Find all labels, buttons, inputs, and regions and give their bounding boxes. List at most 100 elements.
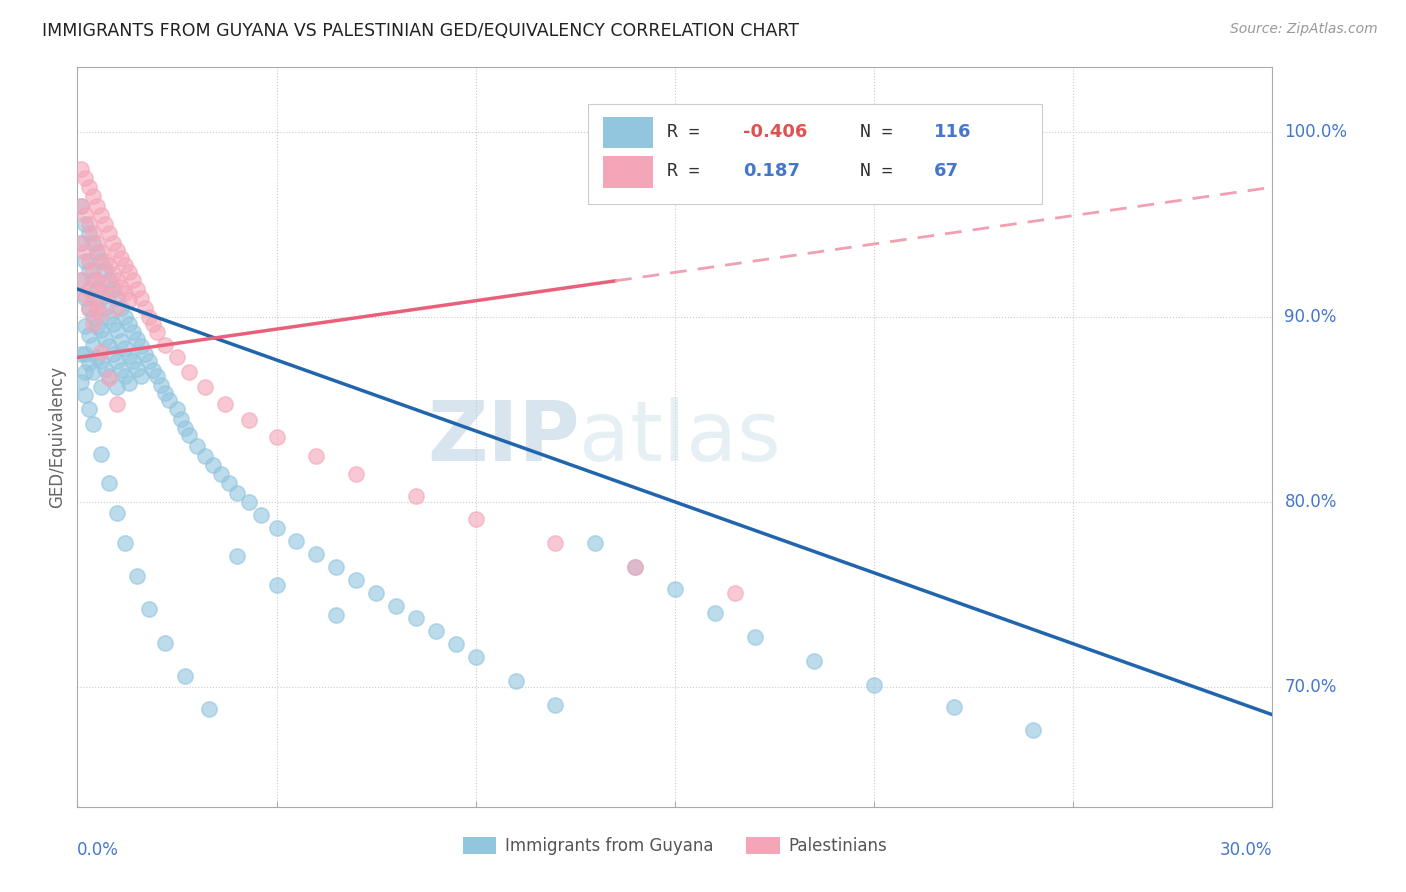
Point xyxy=(157,392,180,407)
Point xyxy=(305,449,328,463)
Point xyxy=(110,280,132,294)
Point xyxy=(70,235,93,250)
Point xyxy=(138,354,160,368)
Point xyxy=(98,369,121,384)
Point xyxy=(583,535,606,549)
Point xyxy=(90,354,112,368)
Point xyxy=(170,411,193,425)
Point xyxy=(79,301,101,315)
Point xyxy=(94,285,117,300)
Point xyxy=(70,273,93,287)
Point xyxy=(122,325,145,339)
Point xyxy=(194,449,217,463)
Text: 90.0%: 90.0% xyxy=(1285,308,1337,326)
Point xyxy=(90,254,112,268)
Point xyxy=(86,244,108,259)
Point xyxy=(153,385,176,400)
Point xyxy=(90,323,112,337)
Point xyxy=(82,189,104,203)
Point xyxy=(118,349,141,363)
Point xyxy=(150,378,173,392)
Point xyxy=(174,421,197,435)
Point xyxy=(75,217,97,231)
Point xyxy=(118,265,141,279)
Legend: Immigrants from Guyana, Palestinians: Immigrants from Guyana, Palestinians xyxy=(457,830,893,862)
Point xyxy=(405,611,427,625)
Point xyxy=(105,380,128,394)
Point xyxy=(110,334,132,348)
Point xyxy=(82,291,104,305)
Text: atlas: atlas xyxy=(579,397,780,477)
Text: N =: N = xyxy=(860,162,904,180)
Point xyxy=(198,702,221,716)
Point xyxy=(82,417,104,431)
Point xyxy=(105,291,128,305)
Point xyxy=(464,511,486,525)
Text: 116: 116 xyxy=(934,123,972,141)
Point xyxy=(105,301,128,315)
Text: ZIP: ZIP xyxy=(427,397,579,477)
Point xyxy=(82,263,104,277)
Point xyxy=(1022,723,1045,737)
Point xyxy=(138,602,160,616)
Point xyxy=(134,301,156,315)
Point xyxy=(114,258,136,272)
Point xyxy=(103,317,124,331)
Point xyxy=(82,365,104,379)
Point xyxy=(86,199,108,213)
FancyBboxPatch shape xyxy=(588,104,1042,204)
Point xyxy=(225,485,247,500)
Point xyxy=(90,380,112,394)
Point xyxy=(344,573,367,587)
Point xyxy=(153,635,176,649)
Point xyxy=(75,254,97,268)
Point xyxy=(98,310,121,324)
Point xyxy=(166,402,188,417)
Point xyxy=(122,273,145,287)
Point xyxy=(114,341,136,355)
Point xyxy=(366,585,388,599)
Point xyxy=(942,700,965,714)
Point xyxy=(177,365,200,379)
Text: N =: N = xyxy=(860,123,904,141)
Point xyxy=(624,559,647,574)
Point xyxy=(166,351,188,365)
Point xyxy=(82,235,104,250)
Point xyxy=(70,199,93,213)
Point xyxy=(82,273,104,287)
Point xyxy=(75,171,97,186)
Point xyxy=(385,599,408,613)
Point xyxy=(744,630,766,644)
Point xyxy=(82,310,104,324)
Point xyxy=(505,674,527,689)
Point xyxy=(98,287,121,301)
Point xyxy=(344,467,367,482)
Point xyxy=(238,495,260,509)
Point xyxy=(79,217,101,231)
Point xyxy=(79,254,101,268)
Point xyxy=(624,559,647,574)
Point xyxy=(129,339,152,353)
Point xyxy=(82,227,104,241)
Point xyxy=(105,506,128,520)
FancyBboxPatch shape xyxy=(603,156,654,187)
FancyBboxPatch shape xyxy=(603,117,654,148)
Point xyxy=(90,208,112,222)
Point xyxy=(82,337,104,351)
Point xyxy=(803,654,825,668)
Point xyxy=(75,291,97,305)
Text: R =: R = xyxy=(666,123,710,141)
Point xyxy=(118,317,141,331)
Point xyxy=(127,332,149,346)
Point xyxy=(138,310,160,324)
Point xyxy=(79,180,101,194)
Point xyxy=(70,347,93,361)
Point xyxy=(127,569,149,583)
Point xyxy=(79,402,101,417)
Text: 100.0%: 100.0% xyxy=(1285,123,1347,141)
Point xyxy=(114,535,136,549)
Point xyxy=(86,301,108,315)
Point xyxy=(90,244,112,259)
Point xyxy=(146,369,169,384)
Point xyxy=(86,282,108,296)
